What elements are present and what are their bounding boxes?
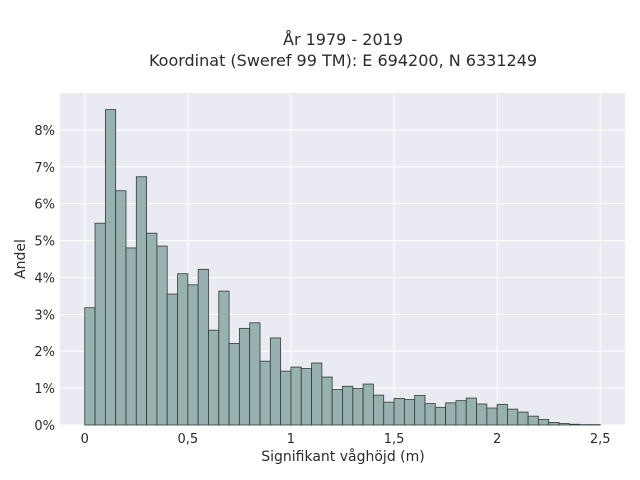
histogram-bar <box>424 403 436 426</box>
y-axis-label: Andel <box>13 239 29 279</box>
y-tick-label: 2% <box>34 345 55 360</box>
histogram-bar <box>300 368 312 426</box>
histogram-bar <box>414 395 426 426</box>
histogram-bar <box>259 360 271 426</box>
histogram-bar <box>331 389 343 426</box>
histogram-bar <box>486 407 498 426</box>
histogram-bar <box>537 419 550 426</box>
histogram-bar <box>156 245 168 426</box>
histogram-bar <box>403 399 416 426</box>
histogram-bar <box>517 411 529 426</box>
x-tick-label: 0,5 <box>178 432 199 447</box>
histogram-bar <box>362 383 374 426</box>
histogram-bar <box>527 415 539 426</box>
histogram-bar <box>177 273 189 426</box>
histogram-bar <box>455 400 467 426</box>
histogram-bar <box>146 232 158 426</box>
histogram-bar <box>434 406 447 426</box>
x-tick-label: 2,5 <box>590 432 611 447</box>
histogram-bar <box>311 362 323 426</box>
histogram-bar <box>197 268 209 426</box>
x-tick-label: 2 <box>493 432 501 447</box>
histogram-bar <box>383 401 395 426</box>
histogram-bar <box>568 423 581 426</box>
histogram-bar <box>238 327 251 426</box>
chart-title-line-1: År 1979 - 2019 <box>283 30 403 49</box>
histogram-bar <box>84 307 96 426</box>
histogram-bar <box>445 402 457 426</box>
histogram-bar <box>507 408 519 426</box>
histogram-bar <box>342 385 354 426</box>
histogram-bar <box>393 398 405 426</box>
histogram-bar <box>228 343 240 426</box>
histogram-bar <box>548 422 560 426</box>
histogram-bar <box>269 337 282 426</box>
histogram-bar <box>166 293 178 426</box>
histogram-bar <box>94 222 106 426</box>
y-tick-label: 4% <box>34 271 55 286</box>
chart-title-line-2: Koordinat (Sweref 99 TM): E 694200, N 63… <box>149 51 537 70</box>
histogram-bar <box>373 394 385 426</box>
histogram-bar <box>249 322 261 426</box>
histogram-bar <box>465 397 477 426</box>
histogram-bar <box>280 370 292 426</box>
y-tick-label: 3% <box>34 308 55 323</box>
histogram-bar <box>352 388 364 426</box>
histogram-bar <box>135 176 148 426</box>
x-axis-label: Signifikant våghöjd (m) <box>261 448 424 465</box>
histogram-bar <box>476 403 488 426</box>
histogram-bar <box>558 423 570 426</box>
y-tick-label: 1% <box>34 382 55 397</box>
x-tick-label: 0 <box>81 432 89 447</box>
y-tick-label: 7% <box>34 161 55 176</box>
histogram-bar <box>125 247 137 426</box>
x-tick-label: 1,5 <box>384 432 405 447</box>
y-tick-label: 8% <box>34 124 55 139</box>
x-tick-label: 1 <box>287 432 295 447</box>
y-tick-label: 5% <box>34 235 55 250</box>
histogram-bar <box>208 329 220 426</box>
y-tick-label: 0% <box>34 419 55 434</box>
histogram-bar <box>321 376 333 426</box>
histogram-bar <box>496 403 508 426</box>
y-tick-label: 6% <box>34 198 55 213</box>
histogram-bar <box>104 109 117 426</box>
histogram-bar <box>290 366 302 426</box>
histogram-bar <box>218 290 230 426</box>
histogram-bar <box>115 190 127 426</box>
histogram-bar <box>187 284 199 426</box>
